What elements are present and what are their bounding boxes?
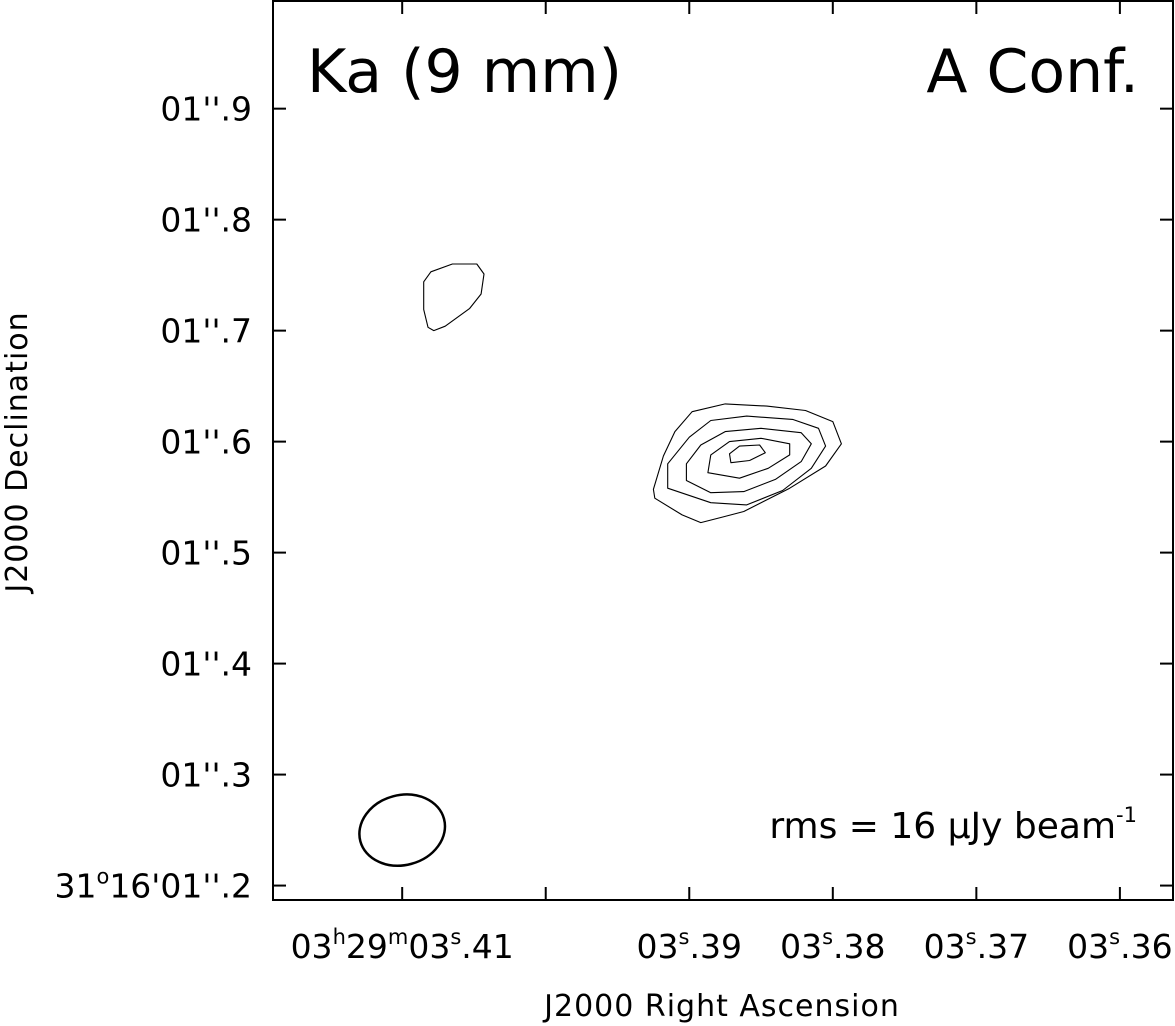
- x-tick-label-part: h: [333, 925, 346, 949]
- y-tick-label-part: o: [96, 865, 109, 889]
- contour-level-1: [652, 403, 842, 524]
- contour-secondary-blob: [423, 263, 485, 332]
- rms-label-exponent: -1: [1116, 803, 1137, 827]
- x-tick-label-part: 03: [780, 927, 822, 966]
- x-tick-label-part: .39: [690, 927, 742, 966]
- x-tick-label-part: .37: [977, 927, 1029, 966]
- x-tick-label: 03s.38: [780, 925, 885, 966]
- y-tick-label-part: 01''.3: [160, 756, 252, 795]
- x-tick-label-part: 03: [1067, 927, 1109, 966]
- rms-label: rms = 16 μJy beam-1: [769, 803, 1137, 847]
- y-tick-label: 01''.6: [160, 423, 252, 462]
- rms-label-text: rms = 16 μJy beam: [769, 806, 1116, 847]
- x-tick-label-part: m: [388, 925, 408, 949]
- configuration-label: A Conf.: [926, 37, 1139, 107]
- axis-ticks: [273, 1, 1173, 900]
- y-tick-label: 01''.8: [160, 201, 252, 240]
- plot-frame: [272, 0, 1174, 901]
- x-tick-label-part: s: [966, 925, 977, 949]
- x-tick-labels: 03h29m03s.41 03s.39 03s.38 03s.37 03s.36: [291, 925, 1173, 966]
- x-tick-label-part: .41: [461, 927, 513, 966]
- y-tick-label: 31o16'01''.2: [54, 865, 252, 906]
- contour-lines: [423, 263, 842, 524]
- contour-level-4: [707, 437, 791, 479]
- x-tick-label-part: .38: [833, 927, 885, 966]
- x-tick-label-part: 29: [346, 927, 388, 966]
- y-tick-label-part: 31: [54, 867, 96, 906]
- y-axis-title: J2000 Declination: [0, 311, 35, 594]
- y-tick-labels: 31o16'01''.2 01''.3 01''.4 01''.5 01''.6 01''…: [54, 90, 252, 906]
- y-tick-label-part: 01''.6: [160, 423, 252, 462]
- y-tick-label-part: 01''.8: [160, 201, 252, 240]
- x-axis-title: J2000 Right Ascension: [542, 989, 900, 1024]
- y-tick-label-part: 01''.4: [160, 645, 252, 684]
- panel-label: Ka (9 mm): [307, 37, 622, 107]
- y-tick-label: 01''.9: [160, 90, 252, 129]
- y-tick-label-part: 01''.5: [160, 534, 252, 573]
- x-tick-label-part: 03: [637, 927, 679, 966]
- y-tick-label-part: 01''.7: [160, 312, 252, 351]
- x-tick-label-part: s: [679, 925, 690, 949]
- x-tick-label-part: 03: [924, 927, 966, 966]
- x-tick-label-part: .36: [1120, 927, 1172, 966]
- x-tick-label: 03s.37: [924, 925, 1029, 966]
- contour-level-3: [685, 427, 812, 494]
- x-tick-label-part: s: [450, 925, 461, 949]
- x-tick-label-part: s: [1109, 925, 1120, 949]
- contour-level-2: [667, 415, 827, 506]
- x-tick-label: 03h29m03s.41: [291, 925, 514, 966]
- x-tick-label: 03s.39: [637, 925, 742, 966]
- x-tick-label-part: s: [822, 925, 833, 949]
- x-tick-label: 03s.36: [1067, 925, 1172, 966]
- y-tick-label-part: 16'01''.2: [109, 867, 252, 906]
- x-tick-label-part: 03: [408, 927, 450, 966]
- contour-peak: [728, 444, 766, 464]
- beam-ellipse: [358, 793, 447, 867]
- y-tick-label: 01''.7: [160, 312, 252, 351]
- y-tick-label: 01''.3: [160, 756, 252, 795]
- y-tick-label: 01''.4: [160, 645, 252, 684]
- x-tick-label-part: 03: [291, 927, 333, 966]
- y-tick-label: 01''.5: [160, 534, 252, 573]
- y-tick-label-part: 01''.9: [160, 90, 252, 129]
